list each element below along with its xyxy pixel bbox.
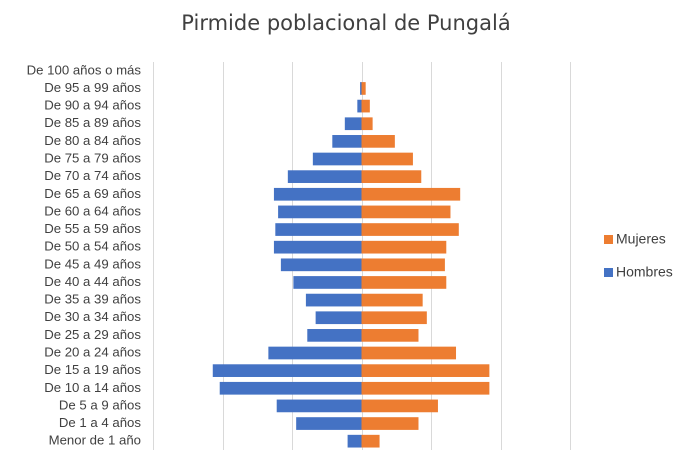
category-label-13: De 35 a 39 años bbox=[44, 292, 141, 307]
bar-hombres-8 bbox=[278, 205, 362, 219]
category-label-20: De 1 a 4 años bbox=[59, 415, 142, 430]
bar-hombres-12 bbox=[293, 276, 362, 289]
bar-hombres-16 bbox=[268, 346, 362, 360]
bar-hombres-1 bbox=[360, 82, 362, 95]
bar-hombres-9 bbox=[275, 223, 362, 236]
bar-mujeres-17 bbox=[361, 364, 490, 377]
bar-mujeres-16 bbox=[361, 346, 457, 360]
bar-hombres-2 bbox=[357, 99, 362, 113]
bar-mujeres-18 bbox=[361, 381, 490, 395]
bar-hombres-14 bbox=[315, 311, 362, 325]
bar-hombres-10 bbox=[273, 240, 362, 254]
legend-label-mujeres: Mujeres bbox=[616, 231, 666, 247]
bar-mujeres-14 bbox=[361, 311, 427, 325]
category-label-8: De 60 a 64 años bbox=[44, 203, 141, 218]
legend-swatch-hombres bbox=[604, 268, 613, 277]
bar-hombres-13 bbox=[305, 293, 362, 307]
bar-hombres-17 bbox=[212, 364, 362, 377]
bar-hombres-20 bbox=[296, 417, 362, 430]
legend: Mujeres Hombres bbox=[604, 231, 673, 280]
bar-mujeres-3 bbox=[361, 117, 373, 131]
bar-hombres-7 bbox=[273, 187, 362, 201]
bar-hombres-5 bbox=[312, 152, 362, 166]
bar-mujeres-8 bbox=[361, 205, 451, 219]
bar-mujeres-6 bbox=[361, 170, 422, 183]
bar-mujeres-20 bbox=[361, 417, 419, 430]
bar-hombres-6 bbox=[287, 170, 362, 183]
category-labels: De 100 años o más De 95 a 99 años De 90 a … bbox=[27, 62, 142, 447]
category-label-6: De 70 a 74 años bbox=[44, 168, 141, 183]
category-label-0: De 100 años o más bbox=[27, 62, 142, 77]
bar-hombres-19 bbox=[276, 399, 362, 413]
bar-mujeres-19 bbox=[361, 399, 438, 413]
category-label-5: De 75 a 79 años bbox=[44, 150, 141, 165]
bar-mujeres-4 bbox=[361, 135, 395, 148]
bar-mujeres-15 bbox=[361, 329, 419, 342]
category-label-12: De 40 a 44 años bbox=[44, 274, 141, 289]
category-label-15: De 25 a 29 años bbox=[44, 327, 141, 342]
bar-hombres-21 bbox=[347, 434, 362, 448]
bar-mujeres-9 bbox=[361, 223, 459, 236]
category-label-18: De 10 a 14 años bbox=[44, 380, 141, 395]
bar-mujeres-13 bbox=[361, 293, 423, 307]
category-label-11: De 45 a 49 años bbox=[44, 256, 141, 271]
category-label-10: De 50 a 54 años bbox=[44, 239, 141, 254]
bar-hombres-15 bbox=[307, 329, 362, 342]
bar-mujeres-5 bbox=[361, 152, 413, 166]
bar-mujeres-7 bbox=[361, 187, 461, 201]
bar-mujeres-2 bbox=[361, 99, 370, 113]
chart-title: Pirmide poblacional de Pungalá bbox=[181, 11, 510, 35]
bar-hombres-4 bbox=[332, 135, 362, 148]
bar-hombres-18 bbox=[219, 381, 362, 395]
category-label-7: De 65 a 69 años bbox=[44, 186, 141, 201]
bar-hombres-3 bbox=[344, 117, 362, 131]
category-label-14: De 30 a 34 años bbox=[44, 309, 141, 324]
category-label-4: De 80 a 84 años bbox=[44, 133, 141, 148]
legend-label-hombres: Hombres bbox=[616, 264, 673, 280]
category-label-16: De 20 a 24 años bbox=[44, 344, 141, 359]
bar-mujeres-12 bbox=[361, 276, 447, 289]
category-label-17: De 15 a 19 años bbox=[44, 362, 141, 377]
category-label-2: De 90 a 94 años bbox=[44, 98, 141, 113]
category-label-9: De 55 a 59 años bbox=[44, 221, 141, 236]
bar-hombres-11 bbox=[280, 258, 362, 272]
category-label-3: De 85 a 89 años bbox=[44, 115, 141, 130]
bar-mujeres-21 bbox=[361, 434, 380, 448]
bars bbox=[212, 82, 490, 448]
category-label-21: Menor de 1 año bbox=[49, 433, 141, 448]
legend-swatch-mujeres bbox=[604, 235, 613, 244]
category-label-19: De 5 a 9 años bbox=[59, 397, 142, 412]
category-label-1: De 95 a 99 años bbox=[44, 80, 141, 95]
bar-mujeres-1 bbox=[361, 82, 366, 95]
bar-mujeres-11 bbox=[361, 258, 445, 272]
bar-mujeres-10 bbox=[361, 240, 447, 254]
